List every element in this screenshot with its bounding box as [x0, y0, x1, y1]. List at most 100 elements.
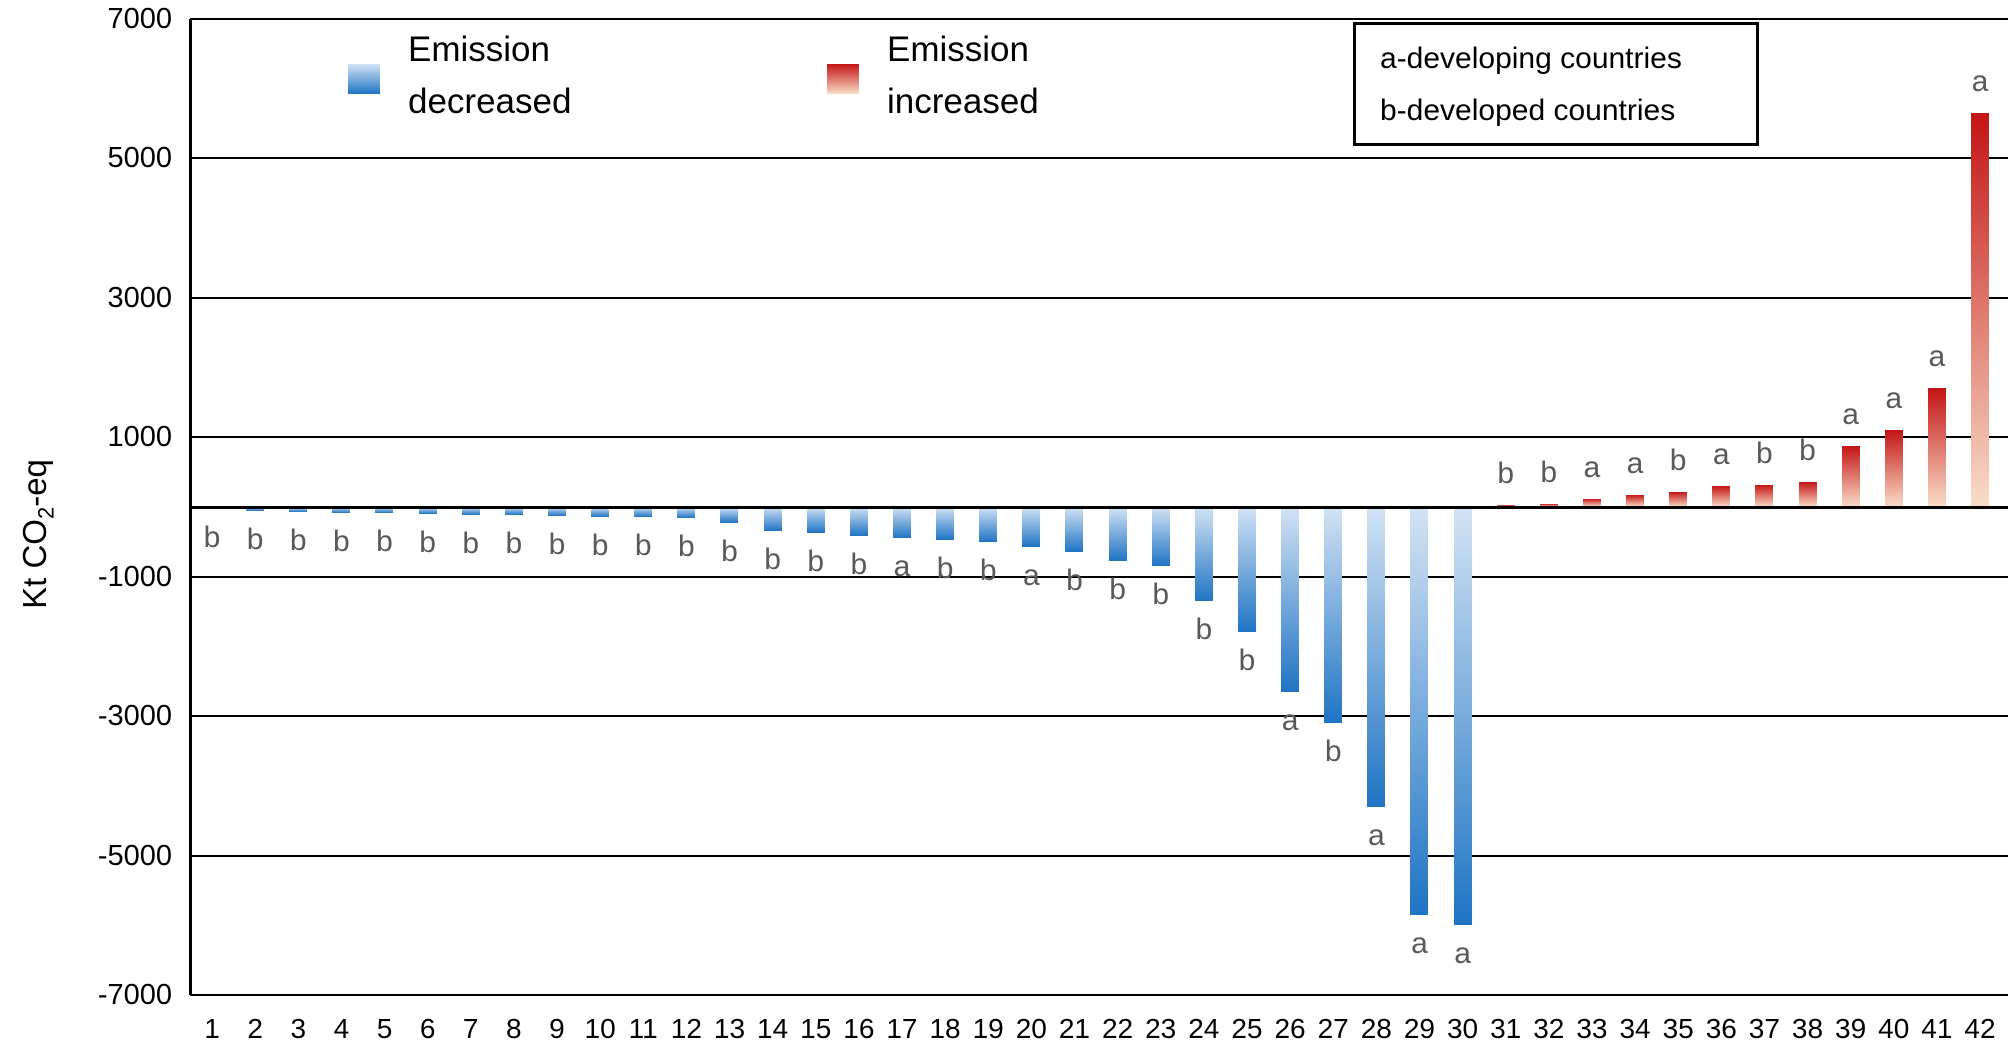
- bar-label-2: b: [246, 523, 264, 557]
- bar-3: [289, 507, 308, 512]
- bar-6: [418, 507, 437, 514]
- bar-label-35: b: [1669, 444, 1687, 478]
- legend-decreased-line2: decreased: [408, 82, 572, 121]
- bar-label-20: a: [1022, 558, 1040, 592]
- x-tick-label-21: 21: [1058, 1013, 1091, 1044]
- x-tick-label-40: 40: [1878, 1013, 1910, 1044]
- bar-label-39: a: [1842, 398, 1859, 432]
- y-axis-line: [189, 19, 192, 995]
- x-tick-label-9: 9: [549, 1013, 565, 1044]
- bar-28: [1367, 507, 1386, 807]
- y-tick-label-5000: 5000: [107, 142, 172, 175]
- x-tick-label-13: 13: [713, 1013, 746, 1044]
- bar-24: [1194, 507, 1213, 602]
- bar-14: [763, 507, 782, 531]
- bar-label-19: b: [979, 553, 997, 587]
- bar-label-6: b: [419, 525, 436, 559]
- bar-36: [1712, 486, 1731, 507]
- legend-label-increased: Emission increased: [887, 24, 1039, 128]
- bar-label-32: b: [1540, 455, 1558, 489]
- x-tick-label-22: 22: [1101, 1013, 1134, 1044]
- x-tick-label-24: 24: [1188, 1013, 1220, 1044]
- bar-label-28: a: [1367, 818, 1385, 852]
- bar-27: [1324, 507, 1343, 724]
- bar-17: [892, 507, 911, 538]
- bar-9: [547, 507, 566, 517]
- x-tick-label-39: 39: [1835, 1013, 1867, 1044]
- y-tick-label--7000: -7000: [97, 979, 172, 1011]
- bar-label-10: b: [591, 529, 609, 563]
- bar-label-29: a: [1411, 926, 1428, 960]
- x-tick-label-4: 4: [333, 1013, 350, 1044]
- x-tick-label-25: 25: [1231, 1013, 1263, 1044]
- x-tick-label-7: 7: [462, 1013, 479, 1044]
- bar-22: [1108, 507, 1127, 561]
- bar-label-38: b: [1799, 433, 1816, 467]
- gridline-1000: [190, 436, 2008, 439]
- bar-label-13: b: [721, 535, 738, 569]
- bar-2: [246, 507, 265, 512]
- bar-label-22: b: [1109, 572, 1126, 606]
- bar-label-27: b: [1324, 735, 1342, 769]
- x-tick-label-35: 35: [1662, 1013, 1694, 1044]
- y-axis-title-suffix: -eq: [16, 459, 53, 507]
- bar-label-37: b: [1756, 436, 1773, 470]
- x-tick-label-20: 20: [1015, 1013, 1047, 1044]
- x-tick-label-10: 10: [584, 1013, 616, 1044]
- bar-label-12: b: [677, 529, 695, 563]
- bar-18: [936, 507, 955, 540]
- x-tick-label-33: 33: [1576, 1013, 1608, 1044]
- bar-label-5: b: [376, 525, 393, 559]
- bar-34: [1626, 495, 1645, 507]
- legend-swatch-decreased-icon: [348, 64, 380, 94]
- bar-35: [1669, 492, 1688, 507]
- gridline-5000: [190, 157, 2008, 160]
- y-axis-title-sub: 2: [33, 506, 59, 520]
- bar-10: [591, 507, 610, 518]
- gridline--1000: [190, 575, 2008, 578]
- x-tick-label-12: 12: [670, 1013, 702, 1044]
- legend-swatch-increased-icon: [827, 64, 859, 94]
- bar-label-25: b: [1238, 644, 1256, 678]
- bar-32: [1539, 503, 1558, 507]
- y-tick-label-7000: 7000: [107, 3, 172, 35]
- x-tick-label-38: 38: [1791, 1013, 1824, 1044]
- y-tick-label-3000: 3000: [107, 281, 172, 314]
- legend-decreased-line1: Emission: [408, 30, 550, 69]
- bar-label-40: a: [1885, 382, 1903, 416]
- x-tick-label-32: 32: [1533, 1013, 1565, 1044]
- legend-label-decreased: Emission decreased: [408, 24, 571, 128]
- bar-label-23: b: [1152, 578, 1170, 612]
- x-tick-label-8: 8: [506, 1013, 522, 1044]
- gridline--5000: [190, 854, 2008, 857]
- bar-16: [849, 507, 868, 537]
- bar-label-14: b: [764, 542, 781, 576]
- bar-15: [806, 507, 825, 533]
- bar-label-30: a: [1454, 937, 1471, 971]
- y-tick-label--5000: -5000: [97, 839, 172, 872]
- x-tick-label-14: 14: [757, 1013, 789, 1044]
- bar-8: [504, 507, 523, 516]
- bar-label-16: b: [850, 548, 868, 582]
- x-tick-label-30: 30: [1446, 1013, 1479, 1044]
- bar-label-34: a: [1626, 447, 1644, 481]
- bar-38: [1798, 481, 1817, 507]
- legend-increased-line1: Emission: [887, 30, 1029, 69]
- bar-label-8: b: [505, 527, 523, 561]
- bar-7: [461, 507, 480, 515]
- bar-37: [1755, 484, 1774, 507]
- x-tick-label-37: 37: [1748, 1013, 1780, 1044]
- legend-increased-line2: increased: [887, 82, 1039, 121]
- country-key-box: a-developing countries b-developed count…: [1353, 22, 1759, 146]
- bar-label-36: a: [1712, 438, 1730, 472]
- bar-label-15: b: [807, 544, 825, 578]
- x-tick-label-26: 26: [1274, 1013, 1306, 1044]
- x-tick-label-11: 11: [628, 1013, 658, 1044]
- bar-label-11: b: [634, 529, 652, 563]
- x-tick-label-17: 17: [886, 1013, 918, 1044]
- gridline-7000: [190, 18, 2008, 20]
- x-tick-label-6: 6: [419, 1013, 436, 1044]
- bar-41: [1927, 388, 1946, 507]
- bar-label-31: b: [1497, 456, 1514, 490]
- key-developing-countries: a-developing countries: [1380, 42, 1682, 75]
